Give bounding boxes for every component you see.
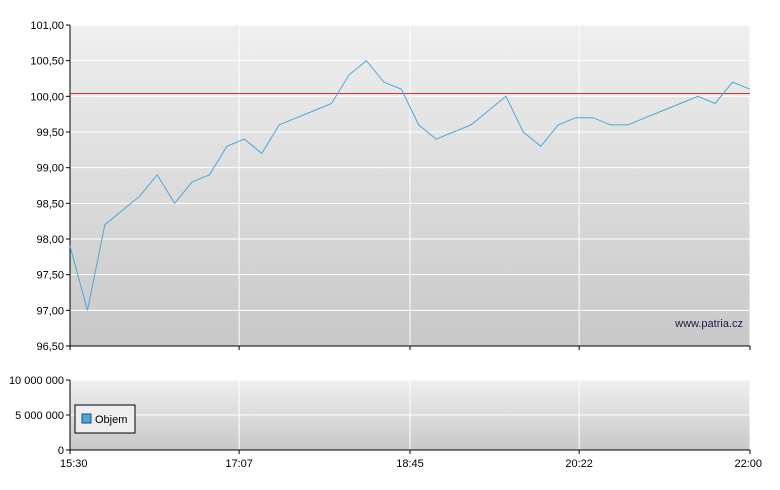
price-y-tick-label: 98,00: [36, 234, 64, 246]
price-y-tick-label: 100,00: [30, 91, 64, 103]
price-x-tick-marks: [69, 346, 751, 350]
price-y-ticks: 96,50 97,00 97,50 98,00 98,50 99,00 99,50 100,0…: [30, 20, 70, 353]
price-y-tick-label: 96,50: [36, 341, 64, 353]
x-tick-label: 20:22: [565, 458, 593, 470]
price-y-tick-label: 100,50: [30, 56, 64, 68]
x-tick-label: 17:07: [225, 458, 253, 470]
x-tick-label: 22:00: [734, 458, 762, 470]
price-y-tick-label: 97,50: [36, 270, 64, 282]
price-y-tick-label: 98,50: [36, 198, 64, 210]
volume-y-ticks: 0 5 000 000 10 000 000: [9, 375, 70, 457]
x-tick-label: 15:30: [60, 458, 88, 470]
volume-x-ticks: 15:30 17:07 18:45 20:22 22:00: [60, 450, 762, 470]
price-series-line: [69, 59, 751, 311]
legend-swatch: [81, 413, 92, 424]
x-tick-label: 18:45: [396, 458, 424, 470]
volume-y-tick-label: 10 000 000: [9, 375, 64, 387]
volume-panel: 0 5 000 000 10 000 000 15:30 17:07 18:45 20:2…: [9, 375, 762, 470]
price-panel: 96,50 97,00 97,50 98,00 98,50 99,00 99,50 100,0…: [30, 20, 751, 353]
volume-y-tick-label: 5 000 000: [15, 410, 64, 422]
price-y-tick-label: 101,00: [30, 20, 64, 32]
volume-legend: Objem: [74, 404, 136, 434]
watermark: www.patria.cz: [674, 318, 743, 330]
price-y-tick-label: 99,50: [36, 127, 64, 139]
volume-y-tick-label: 0: [58, 445, 64, 457]
legend-label: Objem: [95, 414, 127, 426]
price-y-tick-label: 99,00: [36, 163, 64, 175]
price-y-tick-label: 97,00: [36, 305, 64, 317]
